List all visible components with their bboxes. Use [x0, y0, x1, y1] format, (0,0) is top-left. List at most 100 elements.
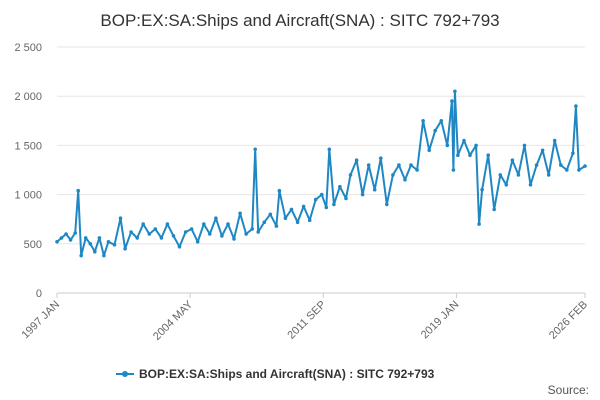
data-point[interactable]: [565, 168, 569, 172]
data-point[interactable]: [262, 220, 267, 224]
data-point[interactable]: [83, 236, 88, 240]
data-point[interactable]: [344, 196, 348, 201]
data-point[interactable]: [574, 104, 578, 108]
data-point[interactable]: [129, 230, 133, 234]
data-point[interactable]: [68, 238, 73, 242]
data-point[interactable]: [97, 236, 102, 240]
data-point[interactable]: [456, 153, 460, 157]
data-point[interactable]: [510, 158, 515, 162]
data-point[interactable]: [253, 147, 257, 152]
data-point[interactable]: [379, 156, 383, 160]
data-point[interactable]: [123, 246, 127, 251]
data-point[interactable]: [480, 187, 484, 192]
data-point[interactable]: [415, 168, 419, 172]
data-point[interactable]: [244, 232, 248, 236]
data-point[interactable]: [106, 240, 111, 244]
data-point[interactable]: [372, 187, 377, 192]
data-point[interactable]: [528, 183, 533, 187]
data-point[interactable]: [118, 216, 123, 220]
data-point[interactable]: [451, 168, 456, 172]
data-point[interactable]: [64, 232, 68, 236]
data-point[interactable]: [403, 178, 407, 182]
data-point[interactable]: [88, 242, 93, 246]
data-point[interactable]: [540, 148, 545, 153]
data-point[interactable]: [268, 212, 273, 217]
data-point[interactable]: [327, 147, 332, 152]
data-point[interactable]: [277, 188, 282, 193]
data-point[interactable]: [366, 163, 371, 167]
data-point[interactable]: [295, 220, 300, 224]
data-point[interactable]: [332, 202, 336, 207]
data-point[interactable]: [73, 231, 77, 235]
data-point[interactable]: [552, 138, 557, 143]
data-point[interactable]: [354, 158, 359, 162]
data-point[interactable]: [385, 202, 389, 207]
data-point[interactable]: [238, 211, 242, 216]
data-point[interactable]: [546, 173, 551, 177]
legend[interactable]: BOP:EX:SA:Ships and Aircraft(SNA) : SITC…: [116, 367, 435, 381]
data-point[interactable]: [486, 153, 491, 157]
data-point[interactable]: [202, 222, 206, 226]
data-point[interactable]: [55, 240, 59, 244]
data-point[interactable]: [450, 99, 454, 103]
data-point[interactable]: [226, 222, 230, 226]
data-point[interactable]: [409, 163, 413, 167]
data-point[interactable]: [165, 222, 170, 226]
data-point[interactable]: [189, 227, 194, 231]
data-point[interactable]: [338, 184, 342, 189]
data-point[interactable]: [159, 236, 164, 240]
data-point[interactable]: [439, 119, 444, 123]
data-point[interactable]: [274, 224, 279, 228]
data-point[interactable]: [534, 163, 539, 167]
source-label[interactable]: Source:: [548, 383, 589, 397]
data-point[interactable]: [171, 234, 176, 238]
data-point[interactable]: [427, 148, 432, 153]
data-point[interactable]: [583, 164, 587, 168]
data-point[interactable]: [59, 236, 64, 240]
data-point[interactable]: [474, 143, 478, 148]
data-point[interactable]: [397, 163, 401, 167]
data-point[interactable]: [360, 192, 365, 197]
data-point[interactable]: [324, 205, 329, 210]
data-point[interactable]: [232, 237, 236, 241]
data-point[interactable]: [283, 216, 288, 220]
data-point[interactable]: [93, 249, 97, 254]
data-point[interactable]: [195, 240, 200, 244]
data-point[interactable]: [307, 218, 312, 222]
data-point[interactable]: [256, 230, 261, 234]
data-point[interactable]: [147, 232, 152, 236]
data-point[interactable]: [391, 173, 395, 177]
data-point[interactable]: [141, 222, 145, 226]
data-point[interactable]: [153, 227, 158, 231]
data-point[interactable]: [504, 183, 509, 187]
data-point[interactable]: [102, 253, 106, 258]
data-point[interactable]: [468, 153, 472, 157]
data-point[interactable]: [516, 173, 521, 177]
data-point[interactable]: [559, 163, 563, 167]
series-line[interactable]: [56, 90, 586, 257]
data-point[interactable]: [522, 143, 527, 148]
data-point[interactable]: [348, 173, 353, 177]
data-point[interactable]: [177, 245, 182, 249]
data-point[interactable]: [220, 234, 224, 238]
data-point[interactable]: [289, 207, 294, 212]
data-point[interactable]: [76, 188, 80, 193]
data-point[interactable]: [477, 222, 481, 226]
data-point[interactable]: [433, 128, 438, 133]
data-point[interactable]: [183, 230, 188, 234]
data-point[interactable]: [421, 119, 425, 123]
data-point[interactable]: [320, 192, 324, 197]
data-point[interactable]: [135, 236, 139, 240]
data-point[interactable]: [492, 207, 497, 212]
data-point[interactable]: [208, 232, 212, 236]
data-point[interactable]: [79, 253, 83, 258]
data-point[interactable]: [313, 197, 318, 202]
data-point[interactable]: [112, 243, 117, 247]
data-point[interactable]: [571, 151, 575, 156]
data-point[interactable]: [250, 227, 254, 231]
data-point[interactable]: [498, 173, 503, 177]
data-point[interactable]: [577, 168, 581, 172]
data-point[interactable]: [214, 216, 218, 220]
data-point[interactable]: [453, 89, 457, 94]
data-point[interactable]: [462, 138, 466, 143]
